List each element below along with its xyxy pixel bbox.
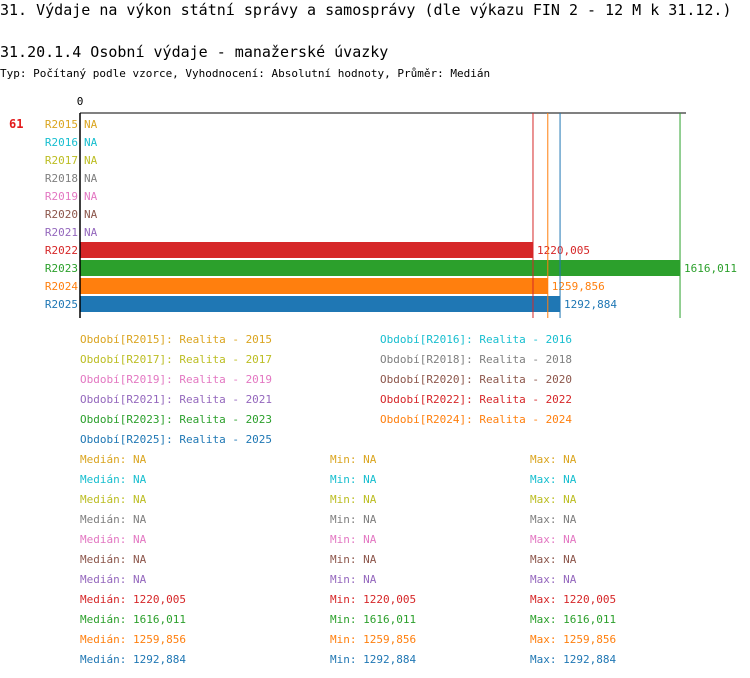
chart-subtitle: 31.20.1.4 Osobní výdaje - manažerské úva… <box>0 43 389 61</box>
value-label-r2025: 1292,884 <box>564 298 617 311</box>
value-label-r2017: NA <box>84 154 98 167</box>
stat-max-r2019: Max: NA <box>530 533 577 546</box>
bar-r2024 <box>80 278 548 294</box>
stat-median-r2023: Medián: 1616,011 <box>80 613 186 626</box>
stat-median-r2017: Medián: NA <box>80 493 147 506</box>
stat-min-r2019: Min: NA <box>330 533 377 546</box>
stat-max-r2017: Max: NA <box>530 493 577 506</box>
stat-min-r2016: Min: NA <box>330 473 377 486</box>
stat-max-r2020: Max: NA <box>530 553 577 566</box>
category-label-r2024: R2024 <box>45 280 78 293</box>
category-label-r2015: R2015 <box>45 118 78 131</box>
value-label-r2015: NA <box>84 118 98 131</box>
category-label-r2021: R2021 <box>45 226 78 239</box>
value-label-r2016: NA <box>84 136 98 149</box>
value-label-r2018: NA <box>84 172 98 185</box>
stat-min-r2015: Min: NA <box>330 453 377 466</box>
stat-min-r2024: Min: 1259,856 <box>330 633 417 646</box>
category-label-r2025: R2025 <box>45 298 78 311</box>
legend-item-r2017: Období[R2017]: Realita - 2017 <box>80 353 273 366</box>
stat-median-r2025: Medián: 1292,884 <box>80 653 186 666</box>
legend-item-r2021: Období[R2021]: Realita - 2021 <box>80 393 273 406</box>
legend-item-r2023: Období[R2023]: Realita - 2023 <box>80 413 273 426</box>
category-label-r2017: R2017 <box>45 154 78 167</box>
stat-min-r2023: Min: 1616,011 <box>330 613 417 626</box>
stat-min-r2020: Min: NA <box>330 553 377 566</box>
stat-median-r2019: Medián: NA <box>80 533 147 546</box>
legend-item-r2025: Období[R2025]: Realita - 2025 <box>80 433 273 446</box>
category-label-r2019: R2019 <box>45 190 78 203</box>
stat-median-r2015: Medián: NA <box>80 453 147 466</box>
legend-item-r2016: Období[R2016]: Realita - 2016 <box>380 333 573 346</box>
value-label-r2024: 1259,856 <box>552 280 605 293</box>
stat-median-r2018: Medián: NA <box>80 513 147 526</box>
stat-max-r2023: Max: 1616,011 <box>530 613 617 626</box>
category-label-r2016: R2016 <box>45 136 78 149</box>
bar-r2025 <box>80 296 561 312</box>
category-label-r2022: R2022 <box>45 244 78 257</box>
stat-max-r2018: Max: NA <box>530 513 577 526</box>
stat-max-r2024: Max: 1259,856 <box>530 633 617 646</box>
stat-max-r2021: Max: NA <box>530 573 577 586</box>
value-label-r2021: NA <box>84 226 98 239</box>
stat-median-r2021: Medián: NA <box>80 573 147 586</box>
stat-min-r2017: Min: NA <box>330 493 377 506</box>
axis-zero-label: 0 <box>77 95 84 108</box>
legend-item-r2019: Období[R2019]: Realita - 2019 <box>80 373 273 386</box>
stat-min-r2025: Min: 1292,884 <box>330 653 417 666</box>
stat-max-r2025: Max: 1292,884 <box>530 653 617 666</box>
value-label-r2023: 1616,011 <box>684 262 737 275</box>
legend-item-r2022: Období[R2022]: Realita - 2022 <box>380 393 573 406</box>
stat-median-r2020: Medián: NA <box>80 553 147 566</box>
stat-median-r2024: Medián: 1259,856 <box>80 633 186 646</box>
stat-max-r2015: Max: NA <box>530 453 577 466</box>
bar-chart: 0 R2015 NA R2016 NA R2017 NA R2018 NA R2019 NA R202… <box>45 95 737 318</box>
chart-type-line: Typ: Počítaný podle vzorce, Vyhodnocení:… <box>0 67 491 80</box>
stat-median-r2022: Medián: 1220,005 <box>80 593 186 606</box>
stat-min-r2021: Min: NA <box>330 573 377 586</box>
bar-r2023 <box>80 260 681 276</box>
legend-item-r2015: Období[R2015]: Realita - 2015 <box>80 333 273 346</box>
row-number: 61 <box>9 117 24 131</box>
value-label-r2019: NA <box>84 190 98 203</box>
value-label-r2022: 1220,005 <box>537 244 590 257</box>
legend-item-r2024: Období[R2024]: Realita - 2024 <box>380 413 573 426</box>
legend-item-r2020: Období[R2020]: Realita - 2020 <box>380 373 573 386</box>
category-label-r2018: R2018 <box>45 172 78 185</box>
stat-median-r2016: Medián: NA <box>80 473 147 486</box>
value-label-r2020: NA <box>84 208 98 221</box>
stat-max-r2016: Max: NA <box>530 473 577 486</box>
page-title: 31. Výdaje na výkon státní správy a samo… <box>0 1 732 19</box>
category-label-r2020: R2020 <box>45 208 78 221</box>
category-label-r2023: R2023 <box>45 262 78 275</box>
stat-max-r2022: Max: 1220,005 <box>530 593 617 606</box>
bar-r2022 <box>80 242 533 258</box>
legend-item-r2018: Období[R2018]: Realita - 2018 <box>380 353 573 366</box>
stat-min-r2018: Min: NA <box>330 513 377 526</box>
stat-min-r2022: Min: 1220,005 <box>330 593 417 606</box>
